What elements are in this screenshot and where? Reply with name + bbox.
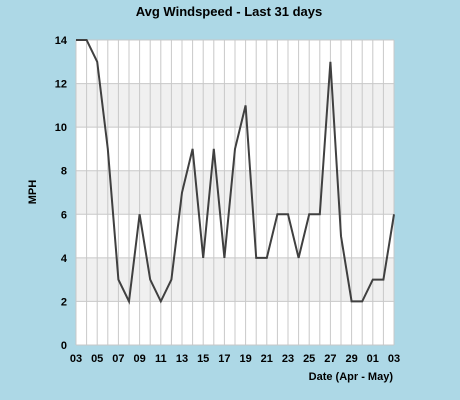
y-tick-label: 2	[61, 296, 67, 308]
y-tick-label: 6	[61, 209, 67, 221]
y-tick-label: 0	[61, 340, 67, 352]
x-tick-label: 01	[367, 353, 379, 365]
y-tick-label: 10	[55, 122, 67, 134]
y-tick-label: 8	[61, 166, 67, 178]
x-tick-label: 11	[155, 353, 167, 365]
x-tick-label: 07	[112, 353, 124, 365]
x-tick-label: 27	[324, 353, 336, 365]
x-tick-label: 19	[239, 353, 251, 365]
windspeed-series-line	[76, 39, 395, 305]
y-tick-label: 4	[61, 253, 68, 265]
x-tick-label: 21	[261, 353, 273, 365]
x-tick-label: 29	[345, 353, 357, 365]
x-tick-label: 25	[303, 353, 315, 365]
series-group	[76, 39, 395, 305]
x-tick-labels: 03 05 07 09 11 13 15 17 19 21 23 25 27 29 01 03	[70, 353, 400, 365]
y-tick-label: 12	[55, 79, 67, 91]
chart-title: Avg Windspeed - Last 31 days	[136, 4, 323, 19]
x-tick-label: 03	[70, 353, 82, 365]
y-gridlines	[76, 39, 394, 346]
x-axis-label: Date (Apr - May)	[309, 371, 394, 383]
x-gridlines	[75, 40, 395, 345]
x-tick-label: 17	[218, 353, 230, 365]
x-tick-label: 09	[133, 353, 145, 365]
x-tick-label: 13	[176, 353, 188, 365]
plot-area	[75, 39, 395, 346]
x-tick-label: 05	[91, 353, 103, 365]
y-tick-labels: 0 2 4 6 8 10 12 14	[55, 35, 68, 352]
x-tick-label: 03	[388, 353, 400, 365]
x-tick-label: 15	[197, 353, 209, 365]
y-tick-label: 14	[55, 35, 68, 47]
y-axis-label: MPH	[27, 180, 39, 205]
x-tick-label: 23	[282, 353, 294, 365]
